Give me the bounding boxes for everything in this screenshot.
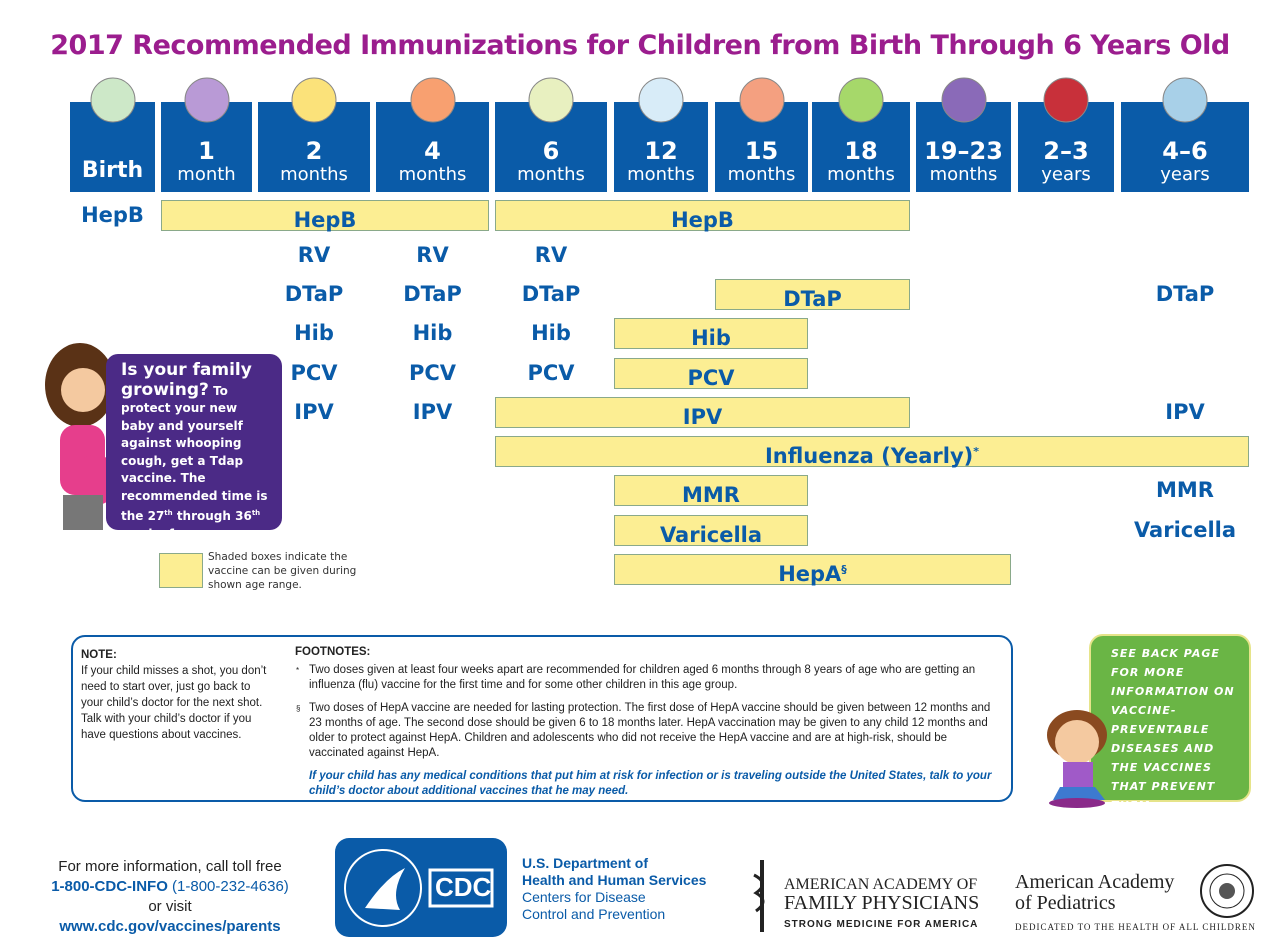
girl-illustration: [1047, 710, 1107, 808]
dose-label-pcv: PCV: [290, 361, 338, 385]
dose-label-hepb: HepB: [81, 203, 144, 227]
shaded-bar-pcv: PCV: [614, 358, 808, 390]
teething-rings-icon: [410, 77, 455, 123]
age-column-header: 1 month: [161, 77, 252, 192]
aafp-logo: AMERICAN ACADEMY OF FAMILY PHYSICIANS STR…: [784, 876, 980, 930]
tricycle-icon: [1043, 77, 1089, 123]
age-unit: months: [280, 164, 348, 185]
website-link[interactable]: www.cdc.gov/vaccines/parents: [59, 918, 281, 935]
dose-label-rv: RV: [297, 243, 331, 267]
shaded-bar-dtap: DTaP: [715, 279, 910, 311]
aap-seal-icon: [1200, 864, 1254, 918]
age-number: 4: [424, 137, 441, 165]
toy-train-icon: [941, 77, 986, 123]
footnotes: FOOTNOTES: * Two doses given at least fou…: [295, 645, 995, 799]
shaded-bar-ipv: IPV: [495, 397, 910, 429]
shaded-bar-influenza: Influenza (Yearly)*: [495, 436, 1249, 468]
dose-label-hib: Hib: [412, 321, 453, 345]
dose-label-dtap: DTaP: [284, 282, 344, 306]
age-unit: months: [398, 164, 467, 185]
age-unit: months: [627, 164, 695, 185]
dose-label-dtap: DTaP: [1155, 282, 1215, 306]
booties-icon: [638, 77, 684, 123]
age-unit: years: [1041, 164, 1091, 185]
aafp-caduceus-icon: [753, 860, 765, 932]
rattle-icon: [184, 77, 229, 123]
contact-info: For more information, call toll free 1-8…: [51, 858, 289, 935]
age-column-header: 15 months: [715, 77, 808, 192]
shaded-bar-mmr: MMR: [614, 475, 808, 507]
pregnancy-tdap-callout: Is your family growing? To protect your …: [106, 354, 282, 576]
age-column-header: 18 months: [812, 77, 910, 192]
dose-label-varicella: Varicella: [1133, 518, 1237, 542]
dose-label-ipv: IPV: [412, 400, 453, 424]
dose-label-rv: RV: [534, 243, 568, 267]
age-number: 15: [744, 137, 779, 165]
age-column-header: 4–6 years: [1121, 77, 1249, 192]
dose-label-hib: Hib: [531, 321, 571, 345]
age-number: 2: [305, 137, 323, 165]
ball-icon: [739, 77, 784, 123]
shaded-bar-hepb: HepB: [495, 200, 910, 232]
age-number: 2–3: [1043, 137, 1089, 165]
back-page-callout: SEE BACK PAGE FOR MORE INFORMATION ON VA…: [1089, 634, 1251, 812]
shaded-bar-hepb: HepB: [161, 200, 489, 232]
footnote-emphasis: If your child has any medical conditions…: [309, 770, 992, 797]
age-column-header: 2–3 years: [1018, 77, 1114, 192]
aap-logo: American Academy of Pediatrics DEDICATED …: [1015, 871, 1256, 933]
age-unit: years: [1160, 164, 1210, 185]
legend-text: Shaded boxes indicate the vaccine can be…: [208, 551, 357, 591]
age-unit: month: [177, 164, 236, 185]
hhs-cdc-logo: CDC: [335, 838, 507, 937]
book-icon: [1162, 77, 1208, 123]
cdc-logo-text: CDC: [435, 872, 492, 902]
shaded-bar-hepa: HepA§: [614, 554, 1011, 586]
dose-label-dtap: DTaP: [521, 282, 581, 306]
age-number: 19–23: [924, 137, 1003, 165]
dose-label-mmr: MMR: [1156, 478, 1214, 502]
shaded-bar-hib: Hib: [614, 318, 808, 350]
footnote-flu: * Two doses given at least four weeks apa…: [296, 664, 976, 691]
stroller-icon: [90, 77, 135, 123]
age-number: 1: [198, 137, 215, 165]
age-number: 12: [644, 137, 678, 165]
dose-label-ipv: IPV: [294, 400, 334, 424]
age-column-header: 19–23 months: [916, 77, 1011, 192]
shaded-bar-varicella: Varicella: [614, 515, 808, 547]
note: NOTE: If your child misses a shot, you d…: [81, 649, 267, 741]
age-unit: months: [827, 164, 895, 185]
age-column-header: 12 months: [614, 77, 708, 192]
age-number: 6: [542, 137, 560, 165]
age-number: 4–6: [1162, 137, 1208, 165]
age-column-header: 6 months: [495, 77, 607, 192]
hhs-eagle-seal-icon: [344, 849, 494, 927]
dose-label-rv: RV: [416, 243, 449, 267]
age-column-header: 4 months: [376, 77, 489, 192]
phone-number[interactable]: 1-800-CDC-INFO: [51, 878, 168, 895]
age-number: Birth: [81, 158, 144, 183]
notes-footnotes-box: NOTE: If your child misses a shot, you d…: [71, 635, 1013, 802]
bib-icon: [528, 77, 574, 123]
age-number: 18: [844, 137, 878, 165]
legend-swatch: [159, 553, 203, 588]
dose-label-ipv: IPV: [1165, 400, 1205, 424]
footnote-hepa: § Two doses of HepA vaccine are needed fo…: [296, 702, 991, 759]
dose-label-hib: Hib: [294, 321, 334, 345]
age-unit: months: [517, 164, 585, 185]
rubber-duck-icon: [291, 77, 337, 123]
dose-label-pcv: PCV: [408, 361, 457, 385]
dose-label-pcv: PCV: [527, 361, 575, 385]
dose-label-dtap: DTaP: [403, 282, 462, 306]
age-unit: months: [929, 164, 998, 185]
stacking-rings-icon: [838, 77, 884, 123]
age-column-header: 2 months: [258, 77, 370, 192]
page-title: 2017 Recommended Immunizations for Child…: [50, 30, 1230, 61]
age-unit: months: [727, 164, 796, 185]
age-column-header: Birth: [70, 77, 155, 192]
hhs-cdc-name: U.S. Department of Health and Human Servi…: [522, 855, 707, 922]
